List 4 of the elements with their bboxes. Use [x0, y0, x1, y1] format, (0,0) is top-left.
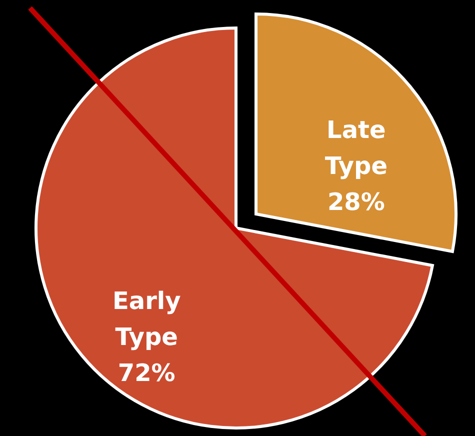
slice-label: Early Type: [112, 286, 182, 351]
data-label: 28%: [327, 188, 385, 216]
slice-label: Late Type: [324, 116, 388, 180]
data-label: 72%: [118, 358, 176, 387]
